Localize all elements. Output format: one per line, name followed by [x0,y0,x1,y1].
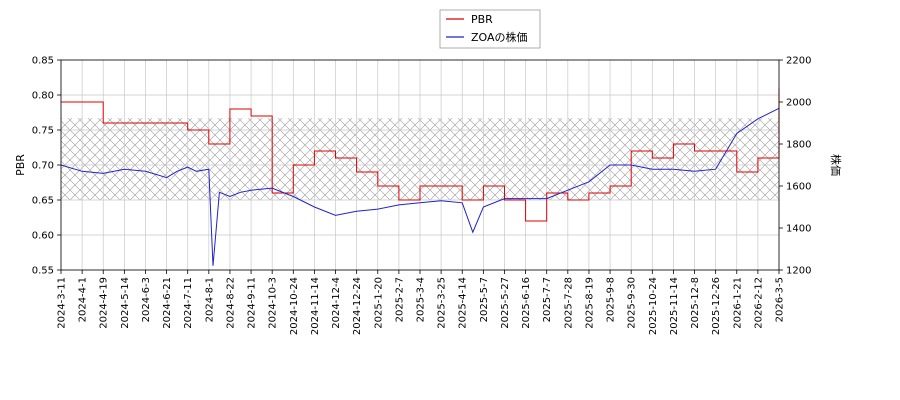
x-tick-label: 2026-1-21 [732,277,743,329]
x-tick-label: 2025-10-24 [648,277,659,335]
x-tick-label: 2024-8-22 [225,277,236,329]
x-tick-label: 2025-1-20 [373,277,384,329]
x-tick-label: 2024-7-11 [183,277,194,329]
grid-layer [60,59,780,271]
y-right-tick-label: 2200 [786,56,811,67]
y-right-tick-label: 2000 [786,98,811,109]
y-right-tick-label: 1400 [786,224,811,235]
x-tick-label: 2025-3-25 [437,277,448,329]
x-tick-label: 2025-5-7 [479,277,490,322]
x-tick-label: 2025-4-14 [458,277,469,329]
y-left-tick-label: 0.75 [32,126,54,137]
legend-box [439,9,541,49]
x-tick-label: 2024-6-21 [162,277,173,329]
series-line-price [60,107,780,266]
x-tick-label: 2024-3-11 [57,277,68,329]
x-tick-label: 2025-7-28 [563,277,574,329]
x-tick-label: 2025-12-26 [711,277,722,335]
x-tick-label: 2024-8-1 [204,277,215,322]
legend: PBR ZOAの株価 [439,9,541,49]
y-left-tick-label: 0.80 [32,91,54,102]
x-tick-label: 2025-11-14 [669,277,680,335]
y-axis-right-label: 株価 [829,154,843,176]
x-tick-label: 2025-9-30 [627,277,638,329]
x-tick-label: 2024-4-1 [78,277,89,322]
x-tick-label: 2024-11-14 [310,277,321,335]
y-left-tick-label: 0.60 [32,231,54,242]
x-tick-label: 2025-9-8 [606,277,617,322]
y-left-tick-label: 0.70 [32,161,54,172]
y-right-tick-label: 1200 [786,266,811,277]
x-tick-label: 2025-12-8 [690,277,701,329]
series-line-pbr [61,88,780,222]
y-left-tick-label: 0.55 [32,266,54,277]
y-axis-left-label: PBR [14,154,27,176]
y-right-tick-label: 1800 [786,140,811,151]
y-left-tick-label: 0.85 [32,56,54,67]
y-left-tick-label: 0.65 [32,196,54,207]
legend-label-pbr: PBR [471,13,493,26]
x-tick-label: 2026-3-5 [775,277,786,322]
x-tick-label: 2025-5-27 [500,277,511,329]
x-tick-label: 2024-12-24 [352,277,363,335]
x-tick-label: 2024-10-24 [289,277,300,335]
x-tick-label: 2026-2-12 [753,277,764,329]
x-tick-label: 2024-9-11 [247,277,258,329]
x-tick-label: 2025-6-16 [521,277,532,329]
y-right-tick-label: 1600 [786,182,811,193]
x-tick-label: 2024-5-14 [120,277,131,329]
x-tick-label: 2024-6-3 [141,277,152,322]
axis-layer: 0.55 0.60 0.65 0.70 0.75 0.80 0.85 1200 1400 1600… [32,56,812,336]
x-tick-label: 2025-3-4 [416,277,427,322]
x-tick-label: 2024-10-3 [268,277,279,329]
x-tick-label: 2024-4-19 [99,277,110,329]
x-tick-label: 2024-12-4 [331,277,342,329]
x-tick-label: 2025-8-19 [584,277,595,329]
x-tick-label: 2025-2-7 [394,277,405,322]
series-layer [60,88,780,266]
legend-label-price: ZOAの株価 [471,30,528,44]
x-tick-label: 2025-7-7 [542,277,553,322]
